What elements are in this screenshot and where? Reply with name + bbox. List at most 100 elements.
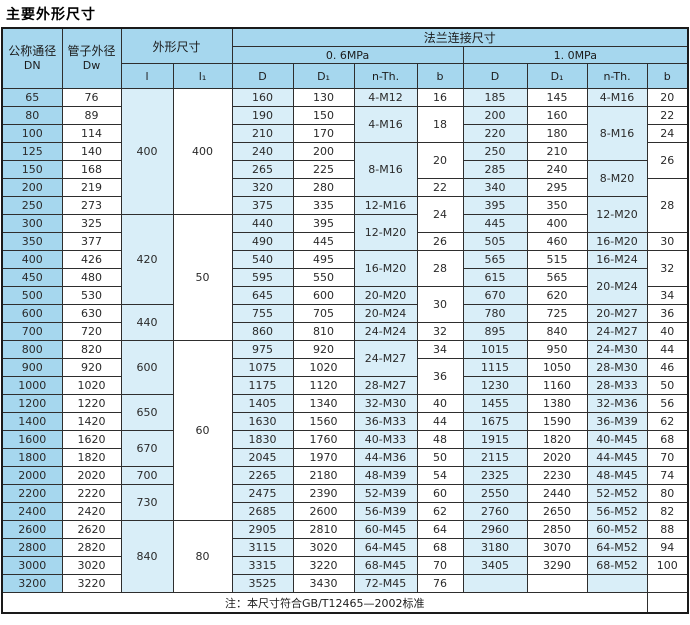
cell-dw: 630 — [61, 304, 122, 323]
cell-d10: 285 — [462, 160, 528, 179]
cell-d110: 840 — [526, 322, 588, 341]
cell-dw: 530 — [61, 286, 122, 305]
cell-dn: 250 — [1, 196, 63, 215]
cell-d06: 490 — [231, 232, 294, 251]
cell-nth10: 28-M30 — [586, 358, 648, 377]
cell-d10: 2550 — [462, 484, 528, 503]
cell-d110: 620 — [526, 286, 588, 305]
cell-nth10: 28-M33 — [586, 376, 648, 395]
cell-dn: 2200 — [1, 484, 63, 503]
cell-nth06: 12-M20 — [353, 214, 418, 251]
dimensions-table: 公称通径 DN 管子外径 Dw 外形尺寸 法兰连接尺寸 0. 6MPa 1. 0… — [1, 27, 690, 614]
note-row: 注：本尺寸符合GB/T12465—2002标准 — [1, 592, 689, 614]
cell-d110: 1160 — [526, 376, 588, 395]
cell-d06: 645 — [231, 286, 294, 305]
cell-dn: 800 — [1, 340, 63, 359]
cell-d06: 3315 — [231, 556, 294, 575]
table-row: 1800 1820 2045 1970 44-M36 50 2115 2020 44-M45 70 — [1, 448, 689, 467]
cell-d10: 2115 — [462, 448, 528, 467]
cell-dw: 2420 — [61, 502, 122, 521]
cell-d10: 250 — [462, 142, 528, 161]
cell-d110: 350 — [526, 196, 588, 215]
cell-dn: 450 — [1, 268, 63, 287]
cell-d106: 495 — [292, 250, 355, 269]
table-row: 2800 2820 3115 3020 64-M45 68 3180 3070 64-M52 94 — [1, 538, 689, 557]
cell-dn: 2600 — [1, 520, 63, 539]
cell-b10: 40 — [646, 322, 689, 341]
table-row: 800 820 600 60 975 920 24-M27 34 1015 950 24-M30 44 — [1, 340, 689, 521]
cell-d10: 615 — [462, 268, 528, 287]
cell-b06: 28 — [416, 250, 464, 287]
table-row: 450 480 595 550 615 565 20-M24 — [1, 268, 688, 305]
table-row: 200 219 320 280 22 340 295 28 — [1, 178, 689, 233]
cell-d10: 2960 — [462, 520, 528, 539]
cell-d106: 810 — [292, 322, 355, 341]
cell-dn: 200 — [1, 178, 63, 197]
cell-l: 730 — [120, 484, 174, 521]
cell-b06: 32 — [416, 322, 464, 341]
cell-d10: 1015 — [462, 340, 528, 359]
cell-l: 400 — [120, 88, 174, 215]
cell-d10: 1230 — [462, 376, 528, 395]
cell-l: 600 — [120, 340, 174, 395]
cell-dw: 1420 — [61, 412, 122, 431]
cell-b06: 60 — [416, 484, 464, 503]
header-row-2: 0. 6MPa 1. 0MPa — [2, 46, 689, 64]
cell-b10: 56 — [646, 394, 689, 413]
cell-dn: 80 — [1, 106, 63, 125]
cell-d110: 2020 — [526, 448, 588, 467]
cell-d06: 2475 — [231, 484, 294, 503]
cell-b06: 16 — [416, 88, 464, 107]
cell-dw: 1020 — [61, 376, 122, 395]
cell-d106: 1970 — [292, 448, 355, 467]
cell-d110: 460 — [526, 232, 588, 251]
cell-nth06: 68-M45 — [353, 556, 418, 575]
cell-d106: 280 — [292, 178, 355, 197]
cell-l1: 60 — [172, 340, 233, 521]
cell-d10 — [462, 574, 528, 593]
cell-d106: 1020 — [292, 358, 355, 377]
cell-d106: 2600 — [292, 502, 355, 521]
cell-b06: 54 — [416, 466, 464, 485]
cell-l: 420 — [120, 214, 174, 305]
cell-d106: 1120 — [292, 376, 355, 395]
cell-b06: 48 — [416, 430, 464, 449]
cell-b10: 22 — [646, 106, 689, 125]
cell-dw: 1820 — [61, 448, 122, 467]
table-row: 500 530 645 600 20-M20 30 670 620 34 — [1, 286, 689, 323]
header-pressure-10: 1. 0MPa — [462, 46, 689, 64]
cell-b06: 44 — [416, 412, 464, 431]
cell-b06: 18 — [416, 106, 464, 143]
header-dn-title: 公称通径 — [8, 44, 57, 59]
header-outline-dims: 外形尺寸 — [120, 27, 233, 64]
header-dw-sub: Dw — [82, 59, 101, 73]
cell-d110: 2230 — [526, 466, 588, 485]
table-row: 3200 3220 3525 3430 72-M45 76 — [1, 574, 689, 593]
cell-d106: 2180 — [292, 466, 355, 485]
cell-dn: 150 — [1, 160, 63, 179]
cell-dn: 100 — [1, 124, 63, 143]
cell-d110: 145 — [526, 88, 588, 107]
cell-d110: 950 — [526, 340, 588, 359]
cell-dw: 920 — [61, 358, 122, 377]
table-row: 1000 1020 1175 1120 28-M27 1230 1160 28-M33 50 — [1, 376, 689, 395]
cell-b06: 22 — [416, 178, 464, 197]
cell-nth06: 64-M45 — [353, 538, 418, 557]
cell-d10: 780 — [462, 304, 528, 323]
cell-d10: 1115 — [462, 358, 528, 377]
cell-d06: 1075 — [231, 358, 294, 377]
table-row: 700 720 860 810 24-M24 32 895 840 24-M27 40 — [1, 322, 689, 341]
cell-d110: 515 — [526, 250, 588, 269]
cell-d110: 2440 — [526, 484, 588, 503]
cell-d106: 705 — [292, 304, 355, 323]
cell-dw: 219 — [61, 178, 122, 197]
cell-d10: 2760 — [462, 502, 528, 521]
cell-b06: 50 — [416, 448, 464, 467]
cell-dw: 426 — [61, 250, 122, 269]
cell-d110: 210 — [526, 142, 588, 161]
cell-d10: 200 — [462, 106, 528, 125]
cell-l: 840 — [120, 520, 174, 593]
cell-nth06: 48-M39 — [353, 466, 418, 485]
cell-b10: 94 — [646, 538, 689, 557]
cell-dn: 500 — [1, 286, 63, 305]
